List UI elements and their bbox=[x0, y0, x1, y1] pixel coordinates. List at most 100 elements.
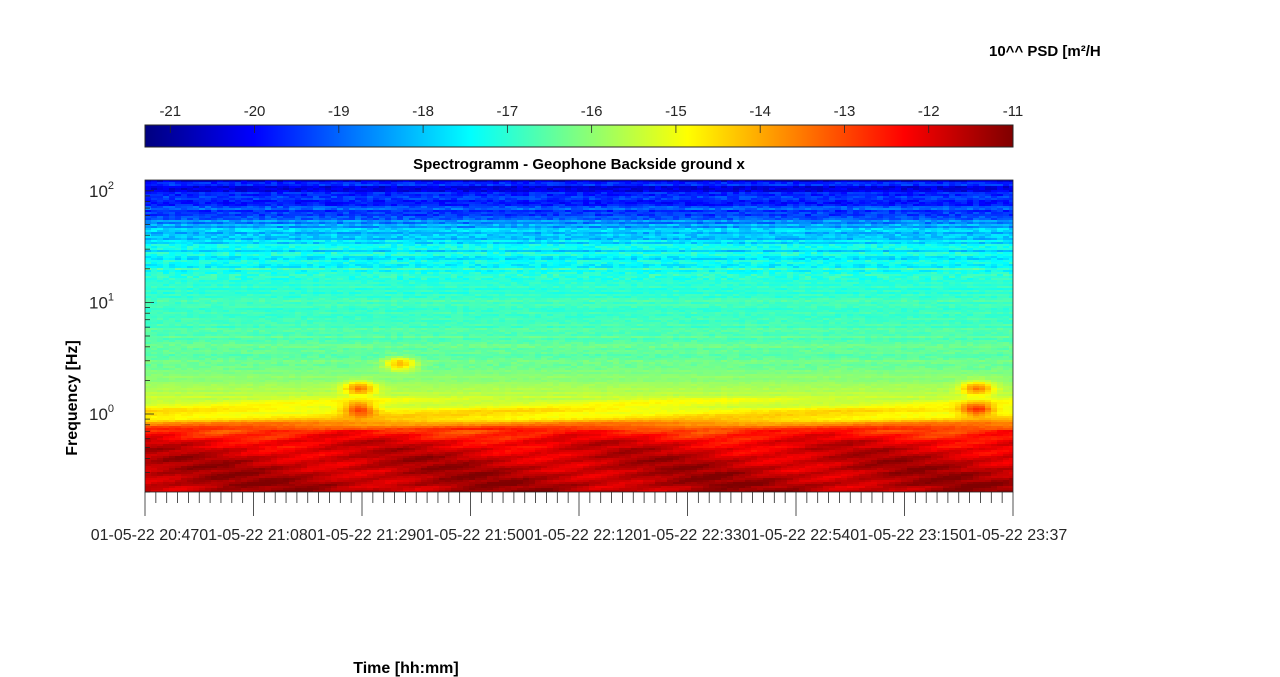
heatmap-cell bbox=[253, 198, 260, 201]
heatmap-cell bbox=[961, 196, 968, 199]
heatmap-cell bbox=[469, 220, 476, 223]
heatmap-cell bbox=[685, 192, 692, 195]
heatmap-cell bbox=[205, 188, 212, 191]
heatmap-cell bbox=[355, 214, 362, 217]
heatmap-cell bbox=[517, 200, 524, 203]
heatmap-cell bbox=[427, 230, 434, 233]
heatmap-cell bbox=[427, 208, 434, 211]
heatmap-cell bbox=[571, 190, 578, 193]
heatmap-cell bbox=[601, 210, 608, 213]
heatmap-cell bbox=[895, 202, 902, 205]
heatmap-cell bbox=[199, 184, 206, 187]
heatmap-cell bbox=[727, 184, 734, 187]
heatmap-cell bbox=[145, 222, 152, 225]
heatmap-cell bbox=[145, 190, 152, 193]
heatmap-cell bbox=[619, 220, 626, 223]
heatmap-cell bbox=[451, 226, 458, 229]
heatmap-cell bbox=[733, 184, 740, 187]
heatmap-cell bbox=[931, 208, 938, 211]
heatmap-cell bbox=[877, 184, 884, 187]
heatmap-cell bbox=[781, 198, 788, 201]
heatmap-cell bbox=[775, 212, 782, 215]
heatmap-cell bbox=[373, 230, 380, 233]
heatmap-cell bbox=[643, 232, 650, 235]
heatmap-cell bbox=[535, 230, 542, 233]
heatmap-cell bbox=[649, 196, 656, 199]
heatmap-cell bbox=[769, 184, 776, 187]
heatmap-cell bbox=[1009, 180, 1013, 183]
heatmap-cell bbox=[787, 210, 794, 213]
heatmap-cell bbox=[145, 226, 152, 229]
heatmap-cell bbox=[991, 204, 998, 207]
heatmap-cell bbox=[493, 222, 500, 225]
heatmap-cell bbox=[919, 228, 926, 231]
heatmap-cell bbox=[343, 226, 350, 229]
heatmap-cell bbox=[757, 186, 764, 189]
heatmap-cell bbox=[727, 210, 734, 213]
heatmap-cell bbox=[385, 232, 392, 235]
heatmap-cell bbox=[793, 204, 800, 207]
heatmap-cell bbox=[961, 216, 968, 219]
heatmap-cell bbox=[457, 196, 464, 199]
heatmap-cell bbox=[961, 182, 968, 185]
heatmap-cell bbox=[259, 208, 266, 211]
heatmap-cell bbox=[463, 194, 470, 197]
heatmap-cell bbox=[583, 230, 590, 233]
heatmap-cell bbox=[919, 180, 926, 183]
heatmap-cell bbox=[733, 180, 740, 183]
heatmap-cell bbox=[997, 228, 1004, 231]
heatmap-cell bbox=[787, 232, 794, 235]
heatmap-cell bbox=[991, 226, 998, 229]
heatmap-cell bbox=[373, 204, 380, 207]
heatmap-cell bbox=[871, 188, 878, 191]
heatmap-cell bbox=[211, 212, 218, 215]
heatmap-cell bbox=[337, 188, 344, 191]
heatmap-cell bbox=[925, 194, 932, 197]
heatmap-cell bbox=[829, 180, 836, 183]
heatmap-cell bbox=[541, 228, 548, 231]
heatmap-cell bbox=[685, 232, 692, 235]
heatmap-cell bbox=[277, 194, 284, 197]
heatmap-cell bbox=[337, 208, 344, 211]
heatmap-cell bbox=[271, 230, 278, 233]
heatmap-cell bbox=[571, 230, 578, 233]
heatmap-cell bbox=[943, 180, 950, 183]
heatmap-cell bbox=[145, 188, 152, 191]
heatmap-cell bbox=[829, 188, 836, 191]
heatmap-cell bbox=[823, 200, 830, 203]
heatmap-cell bbox=[913, 228, 920, 231]
heatmap-cell bbox=[433, 190, 440, 193]
heatmap-cell bbox=[463, 182, 470, 185]
heatmap-cell bbox=[175, 222, 182, 225]
heatmap-cell bbox=[385, 196, 392, 199]
heatmap-cell bbox=[751, 200, 758, 203]
heatmap-cell bbox=[253, 210, 260, 213]
heatmap-cell bbox=[199, 222, 206, 225]
heatmap-cell bbox=[181, 236, 188, 239]
heatmap-cell bbox=[397, 190, 404, 193]
heatmap-cell bbox=[439, 210, 446, 213]
heatmap-cell bbox=[799, 202, 806, 205]
heatmap-cell bbox=[523, 224, 530, 227]
heatmap-cell bbox=[451, 216, 458, 219]
heatmap-cell bbox=[631, 210, 638, 213]
heatmap-cell bbox=[673, 232, 680, 235]
heatmap-cell bbox=[433, 210, 440, 213]
heatmap-cell bbox=[289, 210, 296, 213]
heatmap-cell bbox=[415, 218, 422, 221]
heatmap-cell bbox=[619, 210, 626, 213]
heatmap-cell bbox=[451, 208, 458, 211]
heatmap-cell bbox=[307, 216, 314, 219]
heatmap-cell bbox=[169, 232, 176, 235]
heatmap-cell bbox=[475, 214, 482, 217]
heatmap-cell bbox=[547, 180, 554, 183]
heatmap-cell bbox=[373, 236, 380, 239]
heatmap-cell bbox=[991, 232, 998, 235]
heatmap-cell bbox=[211, 218, 218, 221]
heatmap-cell bbox=[199, 212, 206, 215]
heatmap-cell bbox=[247, 182, 254, 185]
heatmap-cell bbox=[703, 230, 710, 233]
heatmap-cell bbox=[403, 230, 410, 233]
heatmap-cell bbox=[283, 184, 290, 187]
heatmap-cell bbox=[655, 232, 662, 235]
